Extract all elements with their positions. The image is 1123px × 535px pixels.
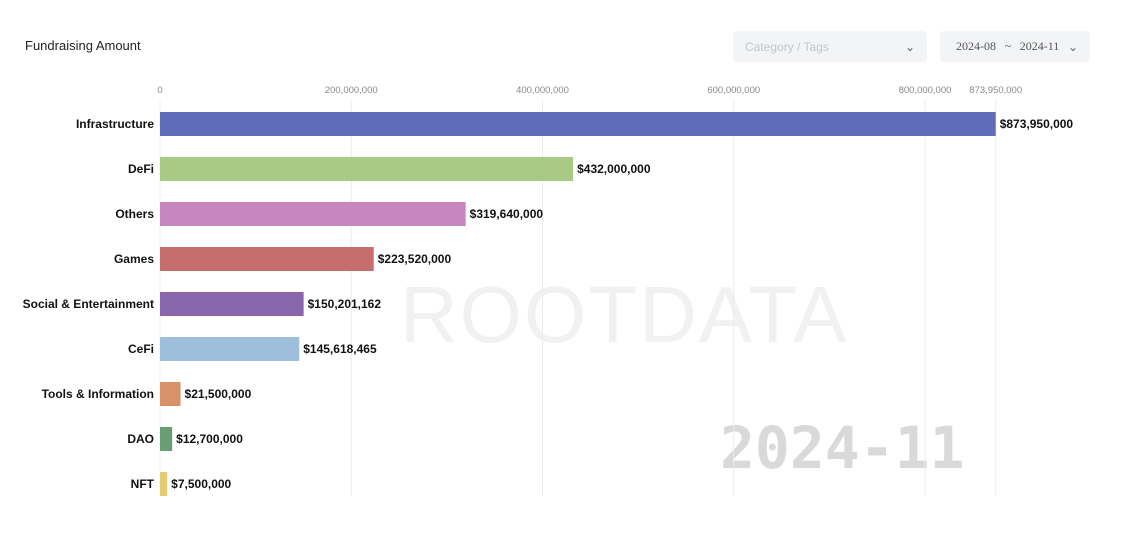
x-tick-label: 0 [157, 85, 162, 96]
category-label: CeFi [128, 342, 154, 356]
bar[interactable] [160, 247, 374, 271]
chart-title: Fundraising Amount [25, 38, 141, 53]
chevron-down-icon: ⌄ [904, 39, 915, 54]
x-tick-label: 200,000,000 [325, 85, 378, 96]
date-separator: ~ [1004, 39, 1012, 53]
category-label: DeFi [128, 162, 154, 176]
category-placeholder: Category / Tags [745, 39, 829, 54]
category-label: Others [115, 207, 154, 221]
date-from: 2024-08 [956, 39, 996, 53]
value-label: $145,618,465 [303, 342, 377, 356]
value-label: $12,700,000 [176, 432, 243, 446]
value-label: $21,500,000 [185, 387, 252, 401]
category-label: Social & Entertainment [23, 297, 154, 311]
bar[interactable] [160, 337, 300, 361]
bar[interactable] [160, 382, 181, 406]
bar[interactable] [160, 292, 304, 316]
category-label: Tools & Information [42, 387, 154, 401]
x-tick-label: 800,000,000 [899, 85, 952, 96]
value-label: $319,640,000 [470, 207, 544, 221]
date-to: 2024-11 [1019, 39, 1060, 53]
value-label: $432,000,000 [577, 162, 651, 176]
x-tick-label: 600,000,000 [707, 85, 760, 96]
x-tick-label: 873,950,000 [969, 85, 1022, 96]
date-range-select[interactable]: 2024-08 ~ 2024-11 ⌄ [940, 31, 1090, 62]
value-label: $873,950,000 [1000, 117, 1074, 131]
category-label: Games [114, 252, 154, 266]
category-label: NFT [131, 477, 155, 491]
x-tick-label: 400,000,000 [516, 85, 569, 96]
bar[interactable] [160, 202, 466, 226]
chevron-down-icon: ⌄ [1067, 39, 1078, 54]
value-label: $7,500,000 [171, 477, 231, 491]
value-label: $223,520,000 [378, 252, 452, 266]
bar[interactable] [160, 157, 574, 181]
category-label: DAO [127, 432, 154, 446]
value-label: $150,201,162 [308, 297, 382, 311]
bar[interactable] [160, 472, 168, 496]
watermark-period: 2024-11 [720, 414, 964, 482]
category-label: Infrastructure [76, 117, 154, 131]
watermark-brand: ROOTDATA [400, 270, 849, 359]
bar[interactable] [160, 427, 173, 451]
category-select[interactable]: Category / Tags ⌄ [733, 31, 927, 62]
bar[interactable] [160, 112, 996, 136]
